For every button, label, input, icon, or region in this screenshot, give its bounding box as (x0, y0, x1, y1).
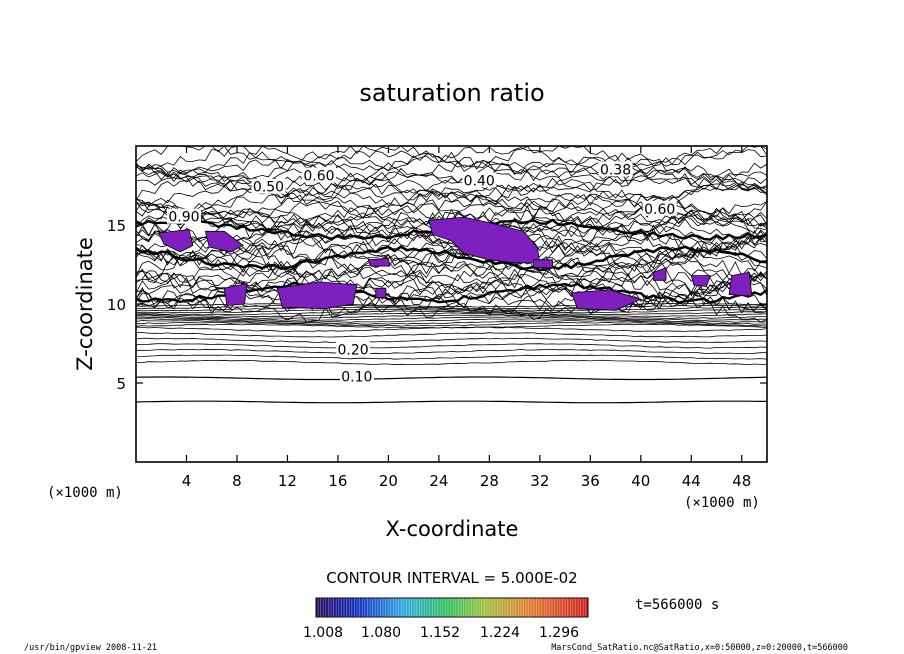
x-tick-label: 28 (480, 472, 499, 490)
time-label: t=566000 s (635, 597, 719, 613)
contour-label-bg (462, 172, 497, 188)
contour-line (136, 312, 768, 318)
x-tick-label: 32 (530, 472, 549, 490)
supersaturation-region (204, 230, 245, 253)
supersaturation-region (158, 229, 194, 253)
contour-line (135, 343, 768, 349)
contour-line (135, 348, 768, 355)
x-tick-label: 12 (278, 472, 297, 490)
contour-line (135, 149, 768, 178)
contour-line (135, 254, 768, 284)
contour-line (135, 323, 768, 329)
y-tick-label: 15 (107, 217, 126, 235)
contour-line (135, 145, 768, 173)
contour-line (135, 318, 768, 323)
supersaturation-region (375, 287, 387, 299)
supersaturation-region (367, 257, 391, 267)
contour-line (135, 320, 768, 325)
supersaturation-regions (158, 216, 753, 311)
contour-line (135, 239, 768, 270)
supersaturation-region (570, 289, 642, 311)
contour-line (135, 163, 767, 194)
contour-label: 0.90 (168, 210, 199, 226)
contour-line (136, 316, 768, 321)
contour-interval: CONTOUR INTERVAL = 5.000E-02 (326, 569, 577, 587)
x-axis-label: X-coordinate (386, 517, 519, 541)
contour-label: 0.50 (253, 180, 284, 196)
contour-label: 0.40 (464, 173, 495, 189)
x-tick-label: 48 (732, 472, 751, 490)
contour-label: 0.10 (341, 369, 372, 385)
supersaturation-region (223, 282, 248, 307)
contour-label: 0.38 (600, 162, 631, 178)
supersaturation-region (428, 216, 541, 264)
contour-label-bg (598, 161, 633, 177)
contour-label-bg (339, 368, 374, 384)
y-axis-label: Z-coordinate (73, 237, 97, 371)
footer-left: /usr/bin/gpview 2008-11-21 (24, 643, 157, 653)
colorbar-stripes (317, 598, 587, 617)
x-tick-label: 20 (379, 472, 398, 490)
contour-label-bg (301, 167, 336, 183)
contour-line (135, 244, 768, 274)
contour-line (135, 266, 768, 295)
x-axis-unit: (×1000 m) (684, 495, 760, 511)
contour-line (135, 160, 768, 190)
x-tick-label: 36 (581, 472, 600, 490)
contour-line (135, 245, 768, 272)
supersaturation-region (533, 259, 553, 269)
y-tick-label: 5 (116, 375, 126, 393)
contour-label: 0.20 (337, 342, 368, 358)
colorbar-label-1: 1.080 (361, 625, 401, 641)
contour-label: 0.60 (303, 169, 334, 185)
supersaturation-region (653, 267, 667, 281)
contour-line (135, 237, 768, 267)
colorbar-label-0: 1.008 (303, 625, 343, 641)
contour-line (135, 248, 768, 277)
x-axis-ticks: 4 8 12 16 20 24 28 32 36 40 44 48 (182, 146, 751, 490)
x-tick-label: 44 (682, 472, 701, 490)
contour-line (135, 314, 767, 320)
contour-label-bg (251, 178, 286, 194)
y-axis-ticks: 5 10 15 (107, 217, 767, 393)
footer-right: MarsCond_SatRatio.nc@SatRatio,x=0:50000,… (551, 643, 848, 653)
contour-line (135, 354, 768, 360)
contour-line (135, 400, 767, 404)
x-tick-label: 16 (328, 472, 347, 490)
contour-line (135, 308, 768, 314)
contour-line (135, 156, 768, 186)
contour-line (136, 321, 768, 327)
x-tick-label: 40 (631, 472, 650, 490)
x-tick-label: 4 (182, 472, 192, 490)
contour-label-bg (166, 208, 201, 224)
x-tick-label: 8 (232, 472, 242, 490)
contour-label-bg (336, 341, 371, 357)
contour-labels: 0.10 0.20 0.40 0.60 0.50 0.38 0.90 0.60 (166, 161, 677, 385)
y-tick-label: 10 (107, 296, 126, 314)
contour-line (136, 359, 768, 366)
supersaturation-region (276, 281, 358, 310)
supersaturation-region (690, 275, 711, 288)
supersaturation-region (728, 271, 753, 297)
x-tick-label: 24 (429, 472, 448, 490)
colorbar-label-2: 1.152 (420, 625, 460, 641)
contour-line (135, 332, 768, 338)
contour-line (135, 376, 768, 381)
contour-line (135, 176, 768, 205)
contour-line (135, 172, 768, 201)
contour-line (135, 145, 768, 170)
colorbar-label-4: 1.296 (539, 625, 579, 641)
contour-label: 0.60 (644, 202, 675, 218)
contour-label-bg (642, 200, 677, 216)
contour-line (135, 337, 768, 344)
chart-title: saturation ratio (359, 79, 544, 107)
colorbar (315, 597, 589, 618)
colorbar-label-3: 1.224 (480, 625, 520, 641)
y-axis-unit: (×1000 m) (47, 485, 123, 501)
contour-line (135, 310, 768, 316)
contour-line (135, 183, 768, 213)
